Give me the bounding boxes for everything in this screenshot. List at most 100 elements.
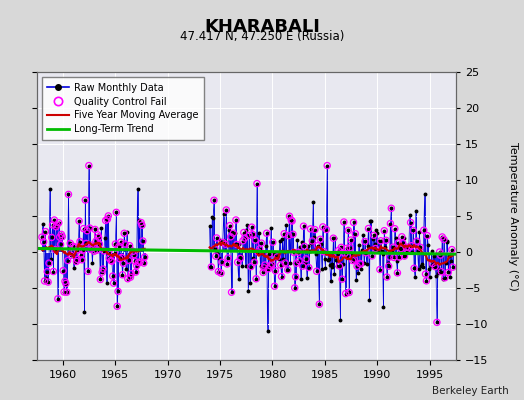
Point [56, 234, 64, 240]
Point [207, 264, 215, 270]
Point [214, 268, 223, 275]
Point [292, 260, 301, 266]
Point [255, 246, 264, 252]
Point [263, 230, 271, 236]
Point [61, 278, 69, 284]
Point [382, 237, 390, 244]
Point [423, 232, 431, 239]
Point [422, 278, 431, 284]
Point [85, 225, 94, 231]
Point [71, 244, 80, 250]
Point [94, 234, 103, 240]
Point [53, 296, 62, 302]
Point [247, 264, 255, 270]
Point [233, 241, 241, 248]
Point [100, 248, 108, 254]
Point [117, 254, 126, 260]
Point [239, 238, 247, 244]
Point [395, 254, 403, 260]
Point [299, 223, 308, 229]
Point [407, 242, 416, 249]
Point [289, 231, 297, 238]
Point [136, 259, 145, 265]
Point [45, 260, 53, 266]
Point [320, 248, 328, 255]
Point [431, 264, 439, 270]
Point [120, 230, 128, 236]
Point [137, 219, 145, 226]
Point [103, 216, 112, 222]
Point [271, 268, 280, 274]
Point [125, 242, 134, 249]
Point [428, 260, 436, 267]
Point [67, 252, 75, 258]
Point [84, 268, 92, 274]
Point [251, 237, 259, 243]
Point [76, 238, 84, 245]
Point [224, 255, 232, 261]
Point [219, 239, 227, 246]
Point [338, 276, 346, 282]
Point [54, 220, 63, 226]
Point [348, 257, 357, 264]
Point [114, 288, 122, 295]
Point [91, 226, 99, 233]
Point [232, 217, 240, 223]
Point [130, 252, 138, 258]
Point [361, 238, 369, 245]
Point [113, 303, 122, 310]
Point [79, 247, 87, 254]
Point [351, 230, 359, 237]
Point [50, 217, 59, 223]
Point [53, 222, 61, 228]
Point [394, 240, 402, 246]
Point [68, 250, 76, 256]
Point [280, 230, 288, 237]
Point [96, 276, 105, 283]
Point [277, 262, 285, 268]
Point [270, 283, 279, 290]
Point [118, 272, 127, 278]
Point [130, 258, 139, 264]
Point [312, 268, 321, 274]
Point [356, 261, 365, 267]
Point [447, 246, 456, 253]
Point [307, 226, 315, 232]
Point [438, 234, 446, 240]
Point [283, 267, 292, 273]
Point [345, 289, 353, 296]
Point [93, 247, 101, 254]
Point [319, 224, 327, 230]
Point [444, 269, 453, 276]
Point [88, 242, 96, 248]
Point [72, 258, 81, 265]
Point [390, 254, 398, 261]
Point [334, 247, 343, 254]
Point [402, 244, 410, 250]
Point [299, 263, 307, 270]
Point [58, 234, 67, 240]
Point [343, 252, 352, 259]
Point [304, 264, 313, 271]
Point [440, 236, 448, 243]
Point [252, 276, 260, 282]
Point [62, 280, 70, 287]
Point [311, 226, 319, 233]
Text: 47.417 N, 47.250 E (Russia): 47.417 N, 47.250 E (Russia) [180, 30, 344, 43]
Point [407, 219, 415, 226]
Point [410, 265, 418, 272]
Point [140, 254, 149, 260]
Point [48, 234, 56, 241]
Point [398, 234, 406, 240]
Point [111, 241, 119, 247]
Point [95, 241, 104, 247]
Point [48, 222, 57, 228]
Point [86, 246, 95, 252]
Point [77, 252, 85, 258]
Point [260, 265, 268, 271]
Point [81, 197, 90, 203]
Point [126, 274, 135, 280]
Legend: Raw Monthly Data, Quality Control Fail, Five Year Moving Average, Long-Term Tren: Raw Monthly Data, Quality Control Fail, … [41, 77, 204, 140]
Point [210, 197, 218, 204]
Point [369, 232, 378, 238]
